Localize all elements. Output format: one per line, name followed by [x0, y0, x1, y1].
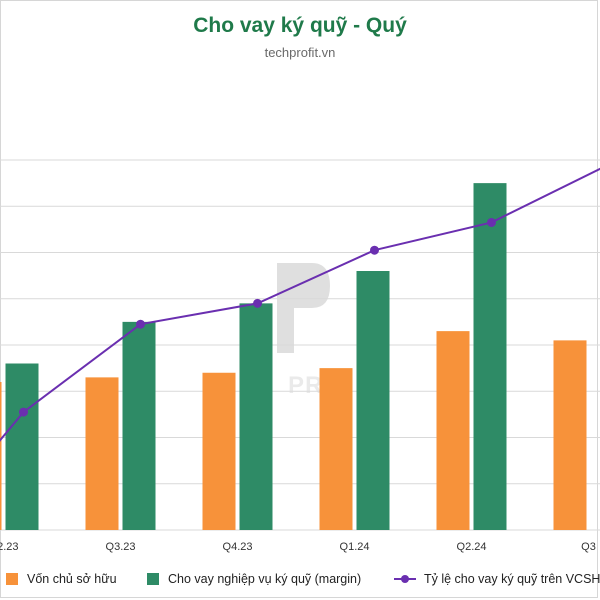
- bar-line-chart: Q2.23 Q3.23 Q4.23 Q1.24 Q2.24 Q3: [0, 159, 600, 553]
- bar-equity: [553, 340, 587, 530]
- legend-swatch-ratio: [394, 573, 416, 585]
- legend-label-ratio: Tỷ lệ cho vay ký quỹ trên VCSH: [424, 572, 600, 586]
- bar-margin: [239, 303, 273, 530]
- x-tick-label: Q3.23: [106, 541, 136, 553]
- bar-equity: [85, 377, 119, 530]
- chart-legend: Vốn chủ sở hữu Cho vay nghiệp vụ ký quỹ …: [0, 570, 600, 594]
- bar-margin: [122, 321, 156, 530]
- x-tick-label: Q3: [581, 541, 596, 553]
- legend-label-margin: Cho vay nghiệp vụ ký quỹ (margin): [168, 572, 362, 586]
- chart-subtitle: techprofit.vn: [264, 45, 336, 60]
- legend-item-ratio[interactable]: Tỷ lệ cho vay ký quỹ trên VCSH: [394, 572, 600, 586]
- ratio-point: [136, 319, 145, 329]
- watermark-logo-icon: [277, 263, 330, 353]
- bar-equity: [0, 382, 2, 530]
- chart-title: Cho vay ký quỹ - Quý: [193, 14, 407, 37]
- bar-equity: [319, 368, 353, 530]
- legend-swatch-margin: [147, 573, 159, 585]
- legend-label-equity: Vốn chủ sở hữu: [27, 572, 117, 586]
- legend-item-margin[interactable]: Cho vay nghiệp vụ ký quỹ (margin): [147, 572, 361, 586]
- ratio-point: [19, 407, 28, 417]
- bar-margin: [5, 363, 39, 530]
- bar-equity: [202, 372, 236, 530]
- x-tick-label: Q1.24: [340, 541, 370, 553]
- ratio-point: [370, 245, 379, 255]
- x-tick-label: Q2.24: [457, 541, 487, 553]
- legend-swatch-equity: [6, 573, 18, 585]
- ratio-point: [487, 217, 496, 227]
- bar-equity: [436, 331, 470, 530]
- x-tick-label: Q2.23: [0, 541, 18, 553]
- legend-item-equity[interactable]: Vốn chủ sở hữu: [6, 572, 117, 586]
- x-tick-label: Q4.23: [223, 541, 253, 553]
- bar-margin: [356, 271, 390, 530]
- bar-margin: [473, 183, 507, 530]
- ratio-point: [253, 298, 262, 308]
